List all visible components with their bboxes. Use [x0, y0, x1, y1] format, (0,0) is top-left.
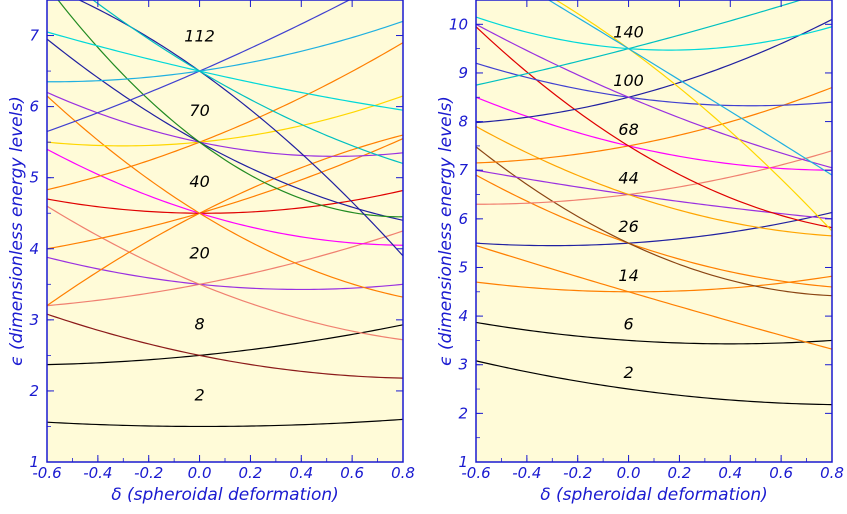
magic-number-label: 20 [189, 243, 209, 262]
x-tick-label: -0.4 [83, 464, 112, 482]
energy-level-line [476, 174, 832, 288]
energy-level-line [47, 205, 403, 341]
energy-level-line [476, 146, 832, 297]
energy-level-line [92, 0, 403, 165]
magic-number-label: 8 [194, 314, 204, 333]
energy-level-line [47, 95, 403, 147]
x-tick-label: 0.2 [238, 464, 262, 482]
magic-number-label: 100 [613, 71, 644, 90]
energy-level-line [476, 16, 832, 51]
energy-level-line [47, 418, 403, 428]
x-tick-label: -0.6 [461, 464, 490, 482]
x-axis-title: δ (spheroidal deformation) [111, 485, 339, 505]
y-tick-label: 6 [458, 210, 468, 228]
energy-level-line [554, 0, 832, 232]
x-tick-label: 0.0 [188, 464, 212, 482]
magic-number-label: 44 [618, 169, 638, 188]
y-tick-label: 10 [449, 15, 468, 33]
energy-level-line [47, 256, 403, 291]
energy-level-line [476, 62, 832, 107]
y-tick-label: 1 [29, 453, 39, 471]
y-tick-label: 3 [458, 356, 468, 374]
energy-level-line [476, 150, 832, 205]
x-tick-label: 0.8 [391, 464, 415, 482]
energy-level-line [547, 0, 832, 176]
y-tick-label: 4 [458, 307, 468, 325]
plot-background [476, 0, 832, 462]
energy-level-line [47, 38, 403, 221]
magic-number-label: 26 [618, 217, 638, 236]
energy-level-line [476, 86, 832, 164]
x-tick-label: 0.6 [769, 464, 793, 482]
y-tick-label: 6 [29, 98, 39, 116]
left-chart-panel: -0.6 -0.4 -0.2 0.0 0.2 0.4 0.6 0.8 1 2 3 4 5 6 7 2 8 20 40… [7, 0, 415, 505]
magic-number-label: 112 [184, 27, 215, 46]
x-tick-label: -0.6 [32, 464, 61, 482]
energy-level-line [476, 23, 832, 169]
y-tick-label: 9 [458, 64, 468, 82]
magic-number-label: 2 [623, 363, 633, 382]
energy-level-line [476, 360, 832, 406]
energy-level-line [47, 91, 403, 157]
energy-level-line [47, 324, 403, 366]
energy-level-line [47, 138, 403, 250]
x-tick-label: 0.2 [667, 464, 691, 482]
energy-level-line [47, 134, 403, 307]
plot-background [47, 0, 403, 462]
energy-level-line [476, 18, 832, 124]
magic-number-label: 68 [618, 120, 638, 139]
energy-level-line [476, 96, 832, 171]
energy-level-line [47, 189, 403, 214]
energy-curves [47, 0, 403, 428]
energy-level-line [47, 230, 403, 307]
magic-number-label: 6 [623, 314, 633, 333]
y-tick-label: 1 [458, 453, 468, 471]
x-tick-label: 0.4 [289, 464, 313, 482]
energy-level-line [476, 245, 832, 350]
energy-level-line [47, 148, 403, 246]
magic-number-label: 14 [618, 266, 638, 285]
y-axis-title: ϵ (dimensionless energy levels) [7, 96, 27, 366]
magic-number-label: 40 [189, 172, 209, 191]
right-chart-panel: -0.6 -0.4 -0.2 0.0 0.2 0.4 0.6 0.81234567891026… [436, 0, 844, 505]
x-tick-label: -0.4 [512, 464, 541, 482]
x-axis-title: δ (spheroidal deformation) [540, 485, 768, 505]
y-tick-label: 5 [458, 258, 468, 276]
y-tick-label: 4 [29, 240, 39, 258]
energy-level-line [47, 42, 403, 191]
energy-curves [476, 0, 832, 406]
y-tick-label: 8 [458, 113, 468, 131]
x-tick-label: 0.8 [820, 464, 844, 482]
energy-level-line [47, 313, 403, 379]
magic-number-label: 2 [194, 385, 204, 404]
energy-level-line [476, 125, 832, 237]
x-tick-label: 0.6 [340, 464, 364, 482]
x-tick-label: -0.2 [134, 464, 163, 482]
energy-level-line [57, 0, 403, 218]
energy-level-line [476, 211, 832, 247]
y-axis-title: ϵ (dimensionless energy levels) [436, 96, 456, 366]
energy-level-line [476, 0, 803, 86]
x-tick-label: -0.2 [563, 464, 592, 482]
energy-level-line [47, 0, 351, 133]
magic-number-label: 140 [613, 23, 644, 42]
x-tick-label: 0.4 [718, 464, 742, 482]
y-tick-label: 7 [29, 27, 39, 45]
magic-number-label: 70 [189, 101, 209, 120]
energy-level-line [47, 95, 403, 298]
energy-level-line [47, 31, 403, 111]
energy-level-line [476, 321, 832, 345]
y-tick-label: 2 [29, 382, 39, 400]
energy-level-line [47, 20, 403, 83]
x-tick-label: 0.0 [617, 464, 641, 482]
energy-level-line [77, 0, 403, 257]
energy-level-line [476, 275, 832, 293]
y-tick-label: 7 [458, 161, 468, 179]
y-tick-label: 2 [458, 404, 468, 422]
y-tick-label: 5 [29, 169, 39, 187]
y-tick-label: 3 [29, 311, 39, 329]
